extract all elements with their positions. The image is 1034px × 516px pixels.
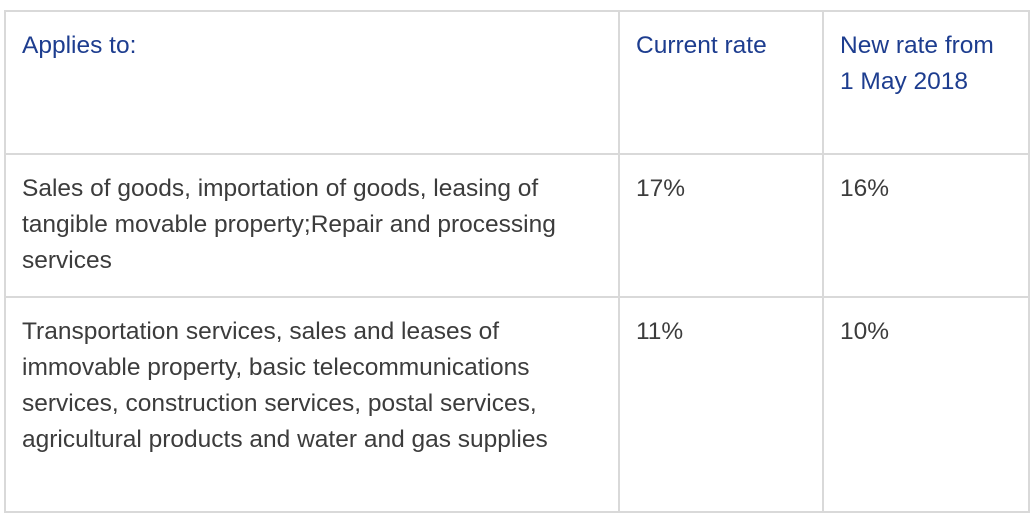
cell-new-rate: 16% [822,153,1030,298]
table-row: Transportation services, sales and lease… [4,296,1030,513]
cell-current-rate: 17% [618,153,824,298]
cell-new-rate: 10% [822,296,1030,513]
header-applies-to: Applies to: [4,10,620,155]
cell-current-rate: 11% [618,296,824,513]
table-header-row: Applies to: Current rate New rate from 1… [4,10,1030,155]
vat-rates-table: Applies to: Current rate New rate from 1… [4,10,1030,513]
cell-applies-to: Transportation services, sales and lease… [4,296,620,513]
header-new-rate: New rate from 1 May 2018 [822,10,1030,155]
cell-applies-to: Sales of goods, importation of goods, le… [4,153,620,298]
header-current-rate: Current rate [618,10,824,155]
table-row: Sales of goods, importation of goods, le… [4,153,1030,298]
